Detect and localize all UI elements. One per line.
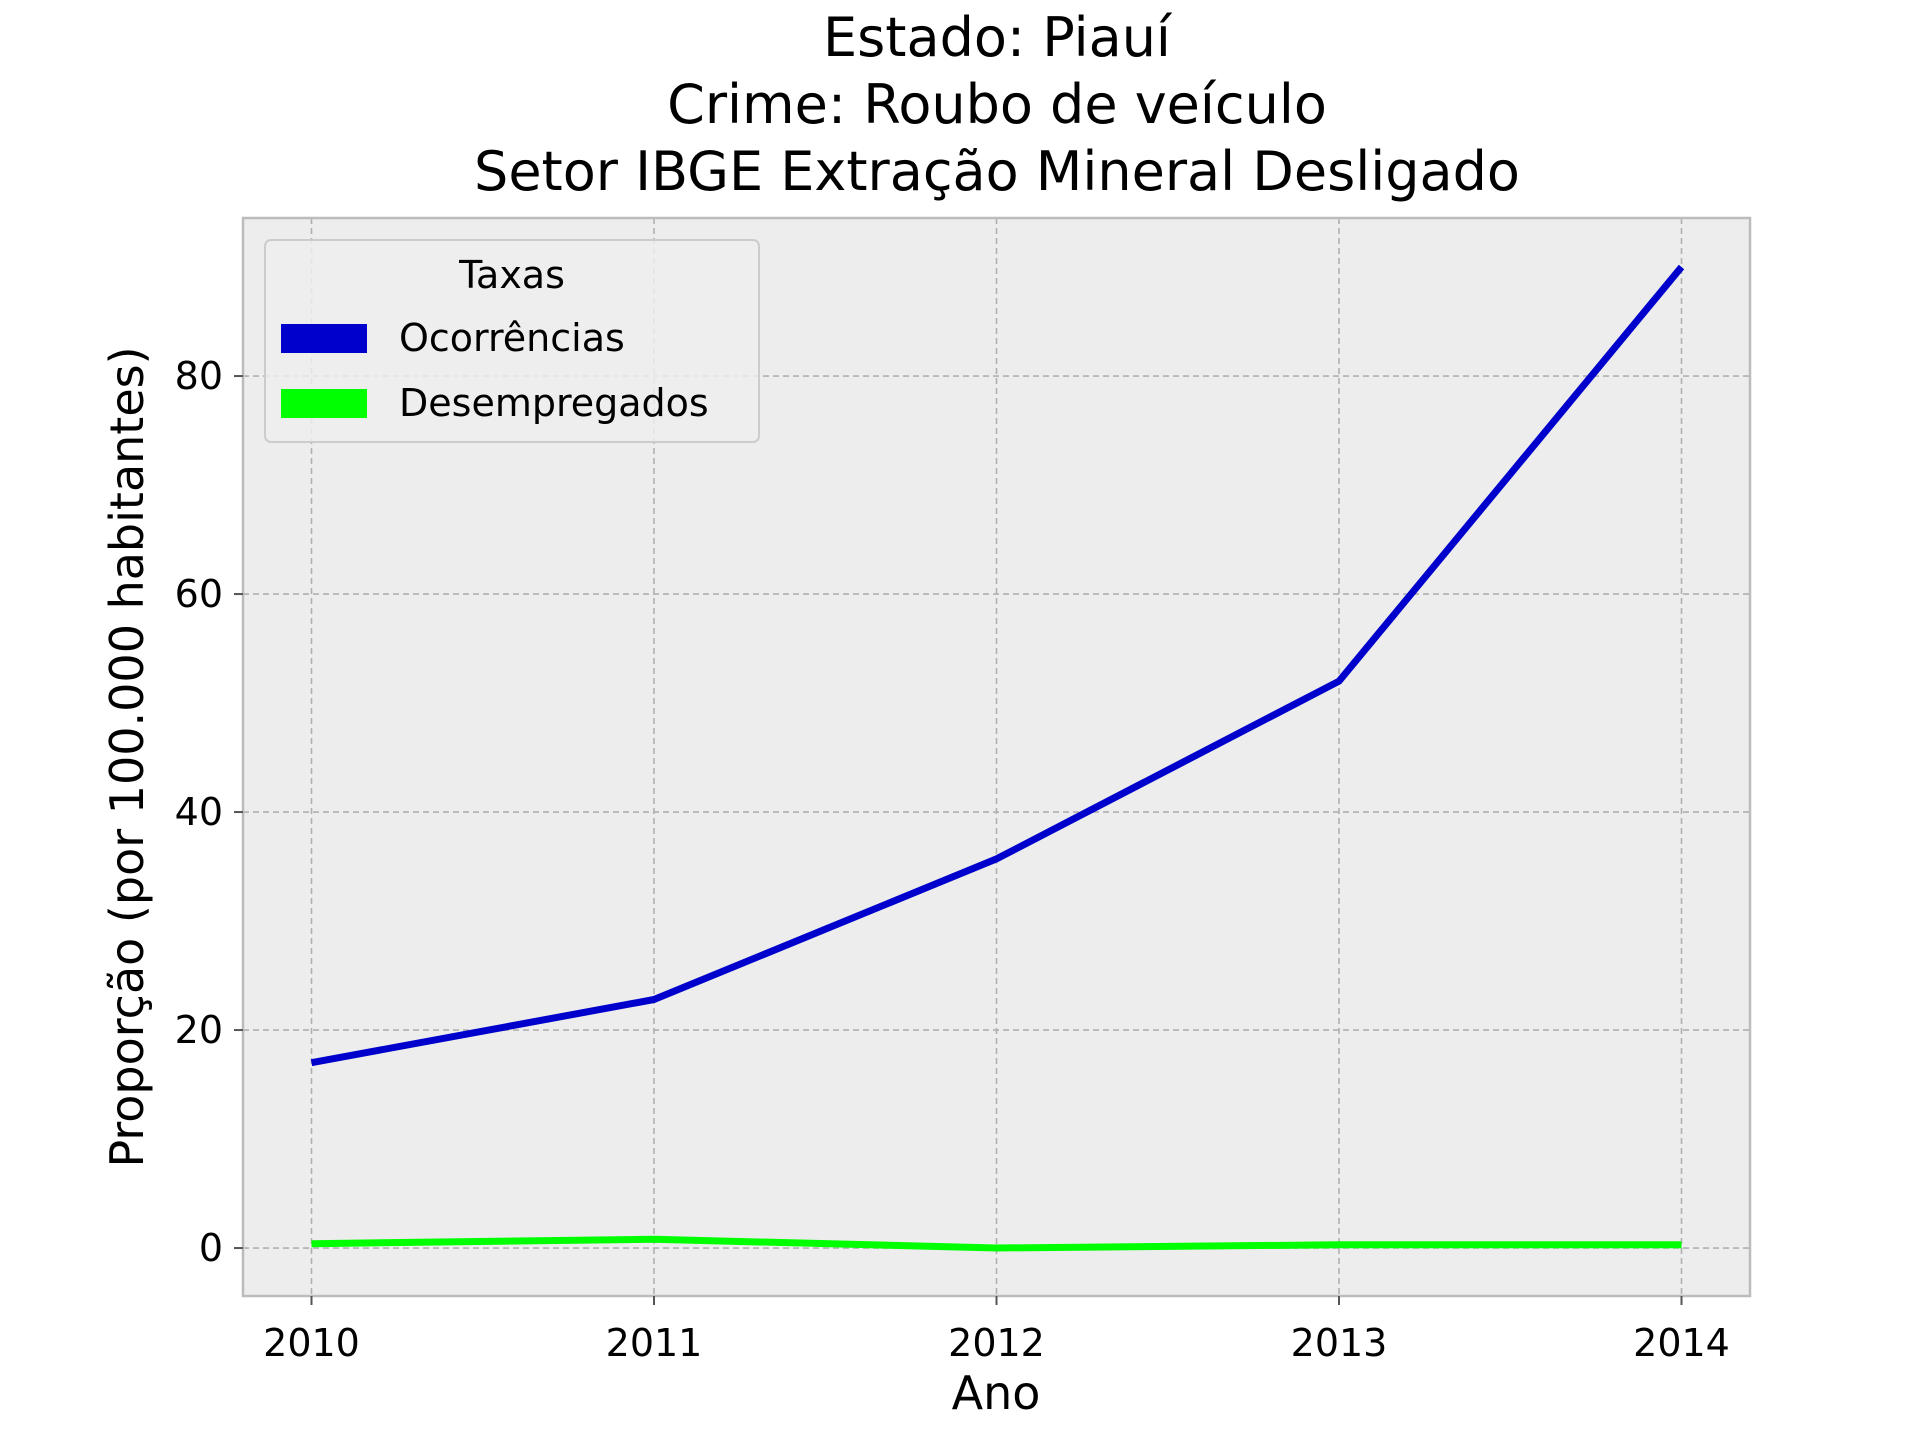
series-lines	[310, 264, 1685, 1252]
y-tick-label: 80	[175, 354, 223, 398]
series-line-desempregados	[311, 1235, 1682, 1252]
y-tick-label: 0	[199, 1226, 223, 1270]
x-axis-label: Ano	[952, 1366, 1041, 1420]
legend: Taxas Ocorrências Desempregados	[264, 239, 760, 443]
x-tick-label: 2011	[606, 1321, 703, 1365]
legend-label-ocorrencias: Ocorrências	[399, 316, 625, 360]
y-axis-label: Proporção (por 100.000 habitantes)	[100, 346, 154, 1167]
series-line-ocorrencias	[310, 264, 1685, 1067]
legend-swatch-desempregados	[281, 389, 367, 418]
title-line-1: Estado: Piauí	[823, 6, 1173, 69]
y-axis-ticks: 0 20 40 60 80	[175, 354, 243, 1270]
title-line-2: Crime: Roubo de veículo	[667, 73, 1327, 136]
x-tick-label: 2012	[948, 1321, 1045, 1365]
y-tick-label: 20	[175, 1008, 223, 1052]
legend-box	[264, 239, 760, 443]
title-line-3: Setor IBGE Extração Mineral Desligado	[474, 140, 1520, 203]
x-axis-ticks: 2010 2011 2012 2013 2014	[263, 1296, 1730, 1365]
legend-title: Taxas	[458, 253, 565, 297]
y-tick-label: 40	[175, 790, 223, 834]
chart-title: Estado: Piauí Crime: Roubo de veículo Se…	[474, 6, 1520, 203]
y-tick-label: 60	[175, 572, 223, 616]
x-tick-label: 2010	[263, 1321, 360, 1365]
legend-swatch-ocorrencias	[281, 324, 367, 353]
x-tick-label: 2013	[1291, 1321, 1388, 1365]
legend-label-desempregados: Desempregados	[399, 381, 709, 425]
x-tick-label: 2014	[1633, 1321, 1730, 1365]
